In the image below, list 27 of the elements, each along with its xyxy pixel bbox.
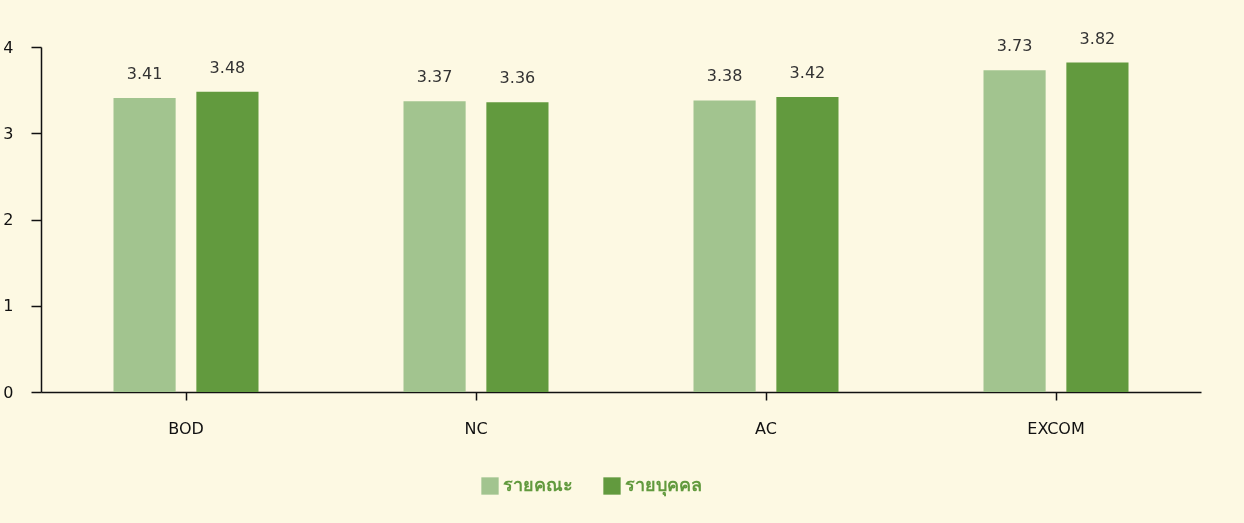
bar <box>1066 62 1129 392</box>
bar <box>113 97 176 392</box>
y-tick-label: 3 <box>3 123 14 143</box>
y-tick-label: 4 <box>3 37 14 57</box>
bar <box>403 101 466 392</box>
bar <box>486 102 549 392</box>
y-tick-label: 0 <box>3 382 14 402</box>
data-label: 3.82 <box>1079 28 1116 48</box>
bar <box>693 100 756 392</box>
data-label: 3.38 <box>706 66 743 86</box>
y-tick-label: 2 <box>3 210 14 229</box>
data-label: 3.36 <box>499 68 536 88</box>
data-label: 3.41 <box>126 63 163 83</box>
x-tick-label: AC <box>755 418 777 438</box>
data-label: 3.42 <box>789 63 826 83</box>
bar <box>196 91 259 392</box>
bar <box>776 97 839 392</box>
bar <box>983 70 1046 392</box>
data-label: 3.73 <box>996 36 1033 56</box>
data-label: 3.48 <box>209 57 246 77</box>
x-tick-label: EXCOM <box>1027 418 1085 438</box>
legend-label: รายบุคคล <box>625 474 702 497</box>
x-tick-label: BOD <box>168 418 204 438</box>
x-tick-label: NC <box>464 418 488 438</box>
legend-label: รายคณะ <box>503 474 573 495</box>
y-tick-label: 1 <box>3 296 14 316</box>
data-label: 3.37 <box>416 67 453 87</box>
